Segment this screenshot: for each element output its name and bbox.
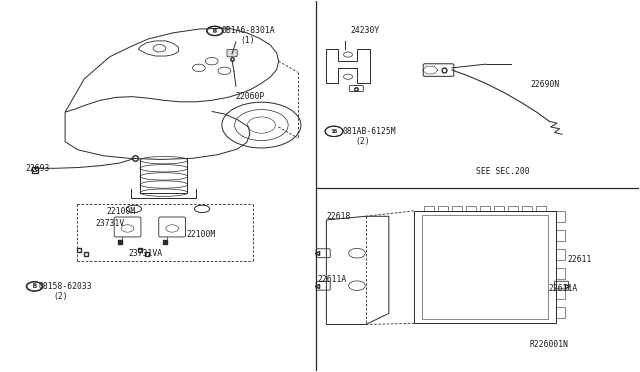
Bar xyxy=(556,211,564,222)
Bar xyxy=(556,230,564,241)
Bar xyxy=(424,206,434,211)
Text: 22611: 22611 xyxy=(567,255,591,264)
Text: B: B xyxy=(33,283,36,289)
Text: (2): (2) xyxy=(355,137,370,146)
Bar xyxy=(508,206,518,211)
Bar xyxy=(556,288,564,299)
Text: 22100M: 22100M xyxy=(106,206,136,216)
Bar xyxy=(494,206,504,211)
Bar xyxy=(438,206,448,211)
Text: 22690N: 22690N xyxy=(531,80,559,89)
Text: 24230Y: 24230Y xyxy=(351,26,380,35)
Text: B: B xyxy=(213,28,217,33)
Text: 22611A: 22611A xyxy=(317,275,347,283)
Text: 16: 16 xyxy=(331,129,337,134)
Bar xyxy=(414,211,556,323)
Text: 22693: 22693 xyxy=(26,164,50,173)
Text: B: B xyxy=(213,28,217,34)
Bar xyxy=(522,206,532,211)
Text: 23731VA: 23731VA xyxy=(129,249,163,258)
Text: 16: 16 xyxy=(330,129,337,134)
Text: 22100M: 22100M xyxy=(186,230,216,239)
Text: 08158-62033: 08158-62033 xyxy=(38,282,92,291)
Text: B: B xyxy=(33,284,36,289)
Text: SEE SEC.200: SEE SEC.200 xyxy=(476,167,530,176)
Text: (1): (1) xyxy=(241,36,255,45)
Text: R226001N: R226001N xyxy=(529,340,568,349)
FancyBboxPatch shape xyxy=(227,49,237,57)
Bar xyxy=(466,206,476,211)
Text: (2): (2) xyxy=(54,292,68,301)
Bar xyxy=(422,215,548,319)
Bar xyxy=(556,307,564,318)
Bar xyxy=(556,249,564,260)
Bar xyxy=(480,206,490,211)
Bar xyxy=(556,268,564,279)
Text: 23731V: 23731V xyxy=(96,219,125,228)
Text: 22618: 22618 xyxy=(326,212,351,221)
Bar xyxy=(536,206,546,211)
Bar xyxy=(452,206,462,211)
Text: 22060P: 22060P xyxy=(236,92,265,101)
Text: 081AB-6125M: 081AB-6125M xyxy=(342,127,396,136)
Text: 22611A: 22611A xyxy=(548,284,577,293)
Text: 0B1A6-8301A: 0B1A6-8301A xyxy=(221,26,275,35)
